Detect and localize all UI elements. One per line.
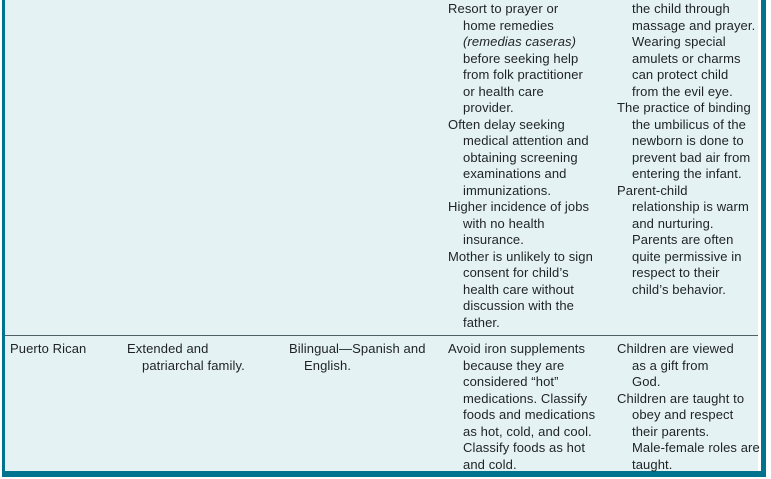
text-line: Mother is unlikely to sign: [448, 248, 593, 264]
text-line: father.: [463, 314, 500, 330]
text-line: consent for child’s: [463, 265, 569, 280]
text-line: newborn is done to: [632, 133, 744, 148]
cell-health-beliefs: Avoid iron supplements because they are co…: [448, 341, 620, 473]
text-line: as a gift from: [632, 357, 709, 373]
text-line: Children are viewed: [617, 341, 734, 356]
text-line: Male-female roles are: [632, 440, 760, 455]
table-border-left: [2, 0, 5, 477]
text-line: Extended and: [127, 341, 209, 356]
cell-family-structure: Extended and patriarchal family.: [127, 341, 285, 374]
text-line: Parent-child: [617, 182, 688, 198]
text-line: as hot, cold, and cool.: [463, 423, 592, 439]
text-line: massage and prayer.: [632, 17, 756, 33]
text-line: prevent bad air from: [632, 149, 751, 165]
text-line: insurance.: [463, 232, 524, 247]
cell-health-beliefs: Resort to prayer or home remedies (remedia…: [448, 1, 620, 331]
text-line: Resort to prayer or: [448, 1, 559, 16]
text-line: from folk practitioner: [463, 67, 583, 82]
text-line: Bilingual—Spanish and: [289, 341, 426, 356]
table-border-right: [761, 0, 766, 477]
text-line: obtaining screening: [463, 149, 578, 165]
text-line: God.: [632, 374, 661, 389]
text-line: taught.: [632, 456, 673, 472]
text-line: Parents are often: [632, 232, 734, 247]
text-line: foods and medications: [463, 407, 596, 422]
text-line: patriarchal family.: [142, 357, 245, 373]
text-line: immunizations.: [463, 182, 552, 198]
text-line: considered “hot”: [463, 374, 559, 389]
text-line: with no health: [463, 215, 545, 231]
text-line: entering the infant.: [632, 166, 742, 181]
text-line: because they are: [463, 357, 565, 373]
text-line: before seeking help: [463, 50, 579, 66]
text-line: and cold.: [463, 456, 517, 472]
text-line: examinations and: [463, 166, 567, 181]
text-line: provider.: [463, 100, 514, 115]
text-line: home remedies: [463, 17, 554, 33]
cell-culture: Puerto Rican: [10, 341, 87, 356]
text-line: (remedias caseras): [463, 34, 577, 49]
text-line: English.: [304, 357, 352, 373]
text-line: Wearing special: [632, 34, 726, 49]
cell-language: Bilingual—Spanish and English.: [289, 341, 445, 374]
text-line: quite permissive in: [632, 248, 742, 264]
text-line: amulets or charms: [632, 50, 741, 66]
text-line: the child through: [632, 1, 730, 16]
text-line: medications. Classify: [463, 390, 588, 406]
text-line: Classify foods as hot: [463, 440, 586, 455]
text-line: Often delay seeking: [448, 116, 565, 132]
text-line: discussion with the: [463, 298, 575, 313]
text-line: from the evil eye.: [632, 83, 733, 99]
row-divider-line: [5, 335, 758, 336]
table-background: [5, 0, 758, 471]
text-line: child’s behavior.: [632, 281, 726, 297]
text-line: their parents.: [632, 423, 710, 439]
text-line: Higher incidence of jobs: [448, 199, 590, 214]
text-line: relationship is warm: [632, 199, 749, 214]
text-line: health care without: [463, 281, 575, 297]
text-line: the umbilicus of the: [632, 116, 747, 132]
text-line: or health care: [463, 83, 544, 99]
text-line: obey and respect: [632, 407, 734, 422]
text-line: can protect child: [632, 67, 729, 82]
cell-child-rearing: Children are viewed as a gift from God. Chi…: [617, 341, 760, 473]
cell-child-rearing: the child through massage and prayer. Wear…: [617, 1, 759, 298]
text-line: The practice of binding: [617, 100, 751, 115]
text-line: medical attention and: [463, 133, 589, 148]
text-line: Avoid iron supplements: [448, 341, 586, 356]
text-line: and nurturing.: [632, 215, 714, 231]
table-border-bottom: [2, 471, 766, 477]
text-line: respect to their: [632, 265, 720, 280]
text-line: Children are taught to: [617, 390, 745, 406]
